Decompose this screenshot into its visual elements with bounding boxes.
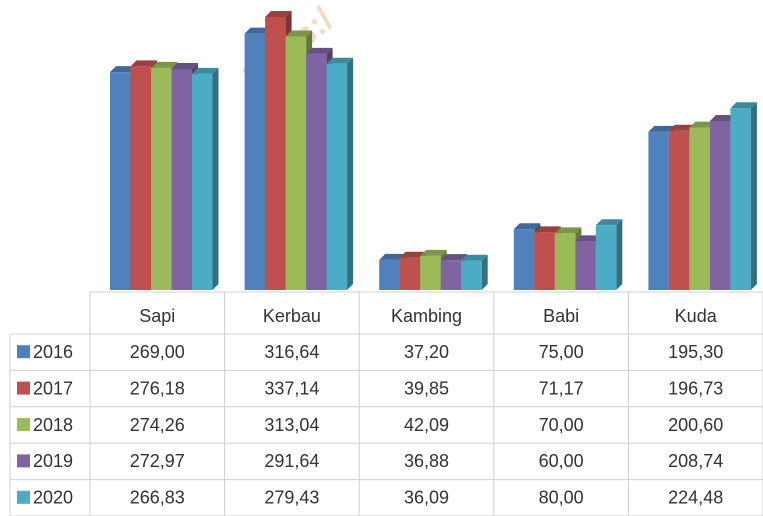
bar-top — [648, 125, 675, 132]
column-header: Babi — [543, 306, 579, 326]
bar-side — [616, 219, 623, 290]
bar-top — [730, 102, 757, 109]
legend-label: 2020 — [33, 488, 73, 508]
bar — [440, 260, 462, 290]
bar-top — [265, 11, 292, 17]
bar — [110, 72, 131, 290]
data-cell: 70,00 — [539, 415, 584, 435]
column-header: Kambing — [391, 306, 462, 326]
bar — [399, 257, 421, 290]
data-cell: 274,26 — [130, 415, 185, 435]
bar — [730, 108, 751, 290]
data-cell: 36,09 — [404, 488, 449, 508]
data-cell: 80,00 — [539, 488, 584, 508]
data-cell: 196,73 — [668, 378, 723, 398]
data-cell: 276,18 — [130, 378, 185, 398]
column-header: Kuda — [675, 306, 718, 326]
bar — [130, 66, 151, 290]
bar-top — [461, 254, 488, 261]
bar-top — [595, 219, 623, 226]
column-header: Sapi — [139, 306, 175, 326]
data-cell: 279,43 — [264, 488, 319, 508]
bar-top — [326, 57, 354, 64]
bar-top — [420, 249, 447, 256]
legend-label: 2016 — [33, 342, 73, 362]
bar-top — [110, 66, 137, 73]
column-header: Kerbau — [263, 306, 321, 326]
bar-top — [554, 227, 582, 234]
bar-top — [244, 27, 272, 34]
bar-top — [399, 251, 427, 258]
bar-top — [130, 60, 157, 67]
bar — [554, 233, 576, 290]
data-cell: 208,74 — [668, 451, 723, 471]
data-cell: 269,00 — [130, 342, 185, 362]
bar — [668, 130, 690, 290]
bar-side — [212, 67, 219, 290]
data-cell: 224,48 — [668, 488, 723, 508]
bar — [575, 241, 596, 290]
bar-top — [575, 235, 602, 242]
bar-side — [347, 57, 354, 291]
data-cell: 291,64 — [264, 451, 319, 471]
legend-swatch — [17, 454, 30, 468]
bar-top — [513, 223, 541, 230]
data-cell: 316,64 — [264, 342, 319, 362]
data-cell: 42,09 — [404, 415, 449, 435]
data-cell: 272,97 — [130, 451, 185, 471]
bar-top — [379, 253, 406, 260]
bar-top — [192, 67, 219, 74]
data-cell: 313,04 — [264, 415, 319, 435]
bar-top — [285, 30, 313, 37]
legend-swatch — [17, 345, 30, 359]
bar — [648, 131, 669, 290]
bar — [171, 68, 192, 290]
bar-top — [689, 121, 716, 128]
bar — [306, 53, 327, 290]
bar — [151, 67, 172, 291]
bar — [379, 259, 400, 290]
data-cell: 75,00 — [539, 342, 584, 362]
bar — [192, 73, 213, 290]
data-cell: 200,60 — [668, 415, 723, 435]
data-cell: 337,14 — [264, 378, 319, 398]
bar — [285, 36, 307, 290]
bar — [326, 63, 348, 291]
bar-top — [306, 47, 333, 54]
bar — [709, 120, 731, 291]
bar-side — [481, 254, 488, 290]
bar-top — [709, 114, 737, 121]
bar — [534, 232, 555, 290]
bar-top — [171, 62, 198, 69]
bar — [244, 33, 266, 291]
legend-swatch — [17, 490, 30, 504]
bar — [265, 17, 286, 290]
data-cell: 266,83 — [130, 488, 185, 508]
legend-label: 2017 — [33, 378, 73, 398]
legend-label: 2019 — [33, 451, 73, 471]
legend-swatch — [17, 381, 30, 395]
data-cell: 36,88 — [404, 451, 449, 471]
bar-top — [534, 226, 561, 233]
legend-swatch — [17, 418, 30, 431]
data-cell: 195,30 — [668, 342, 723, 362]
bar — [595, 225, 617, 290]
data-cell: 37,20 — [404, 342, 449, 362]
data-cell: 39,85 — [404, 378, 449, 398]
bar-side — [750, 102, 757, 290]
data-cell: 71,17 — [539, 378, 584, 398]
bar — [461, 260, 482, 290]
bar — [420, 255, 441, 290]
bar — [513, 229, 535, 290]
legend-label: 2018 — [33, 415, 73, 435]
bar — [689, 127, 710, 290]
bar-top — [668, 124, 696, 131]
bar-top — [440, 254, 468, 261]
data-cell: 60,00 — [539, 451, 584, 471]
bar-top — [151, 61, 178, 68]
